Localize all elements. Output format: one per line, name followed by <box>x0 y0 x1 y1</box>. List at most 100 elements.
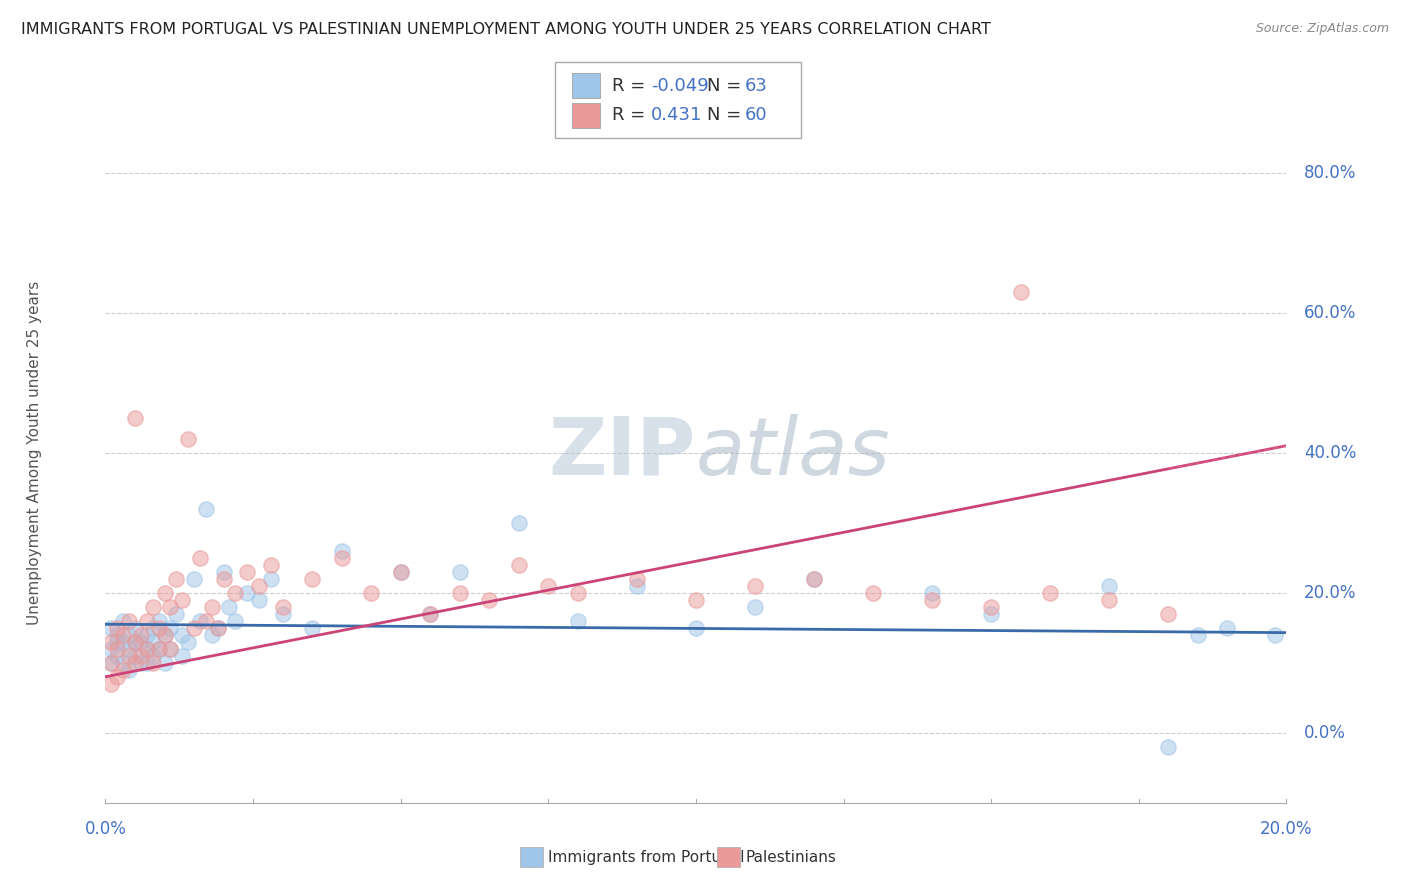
Point <box>153 628 176 642</box>
Point <box>685 592 707 607</box>
Point <box>626 572 648 586</box>
Point <box>148 641 170 656</box>
Point <box>201 599 224 614</box>
Point <box>142 656 165 670</box>
Text: R =: R = <box>612 106 645 124</box>
Text: R =: R = <box>612 77 645 95</box>
Point <box>172 628 194 642</box>
Point <box>862 586 884 600</box>
Point <box>100 677 122 691</box>
Point <box>224 586 246 600</box>
Point <box>1098 592 1121 607</box>
Text: 63: 63 <box>745 77 768 95</box>
Point <box>921 592 943 607</box>
Point <box>260 572 283 586</box>
Point <box>194 614 217 628</box>
Point <box>118 614 141 628</box>
Point <box>177 432 200 446</box>
Point <box>159 599 181 614</box>
Point <box>135 656 157 670</box>
Point <box>135 628 157 642</box>
Point <box>112 628 135 642</box>
Point <box>118 648 141 663</box>
Point <box>100 656 122 670</box>
Point <box>1187 628 1209 642</box>
Text: 0.0%: 0.0% <box>1305 723 1346 742</box>
Point <box>1098 579 1121 593</box>
Point <box>153 586 176 600</box>
Point <box>118 628 141 642</box>
Point <box>449 586 471 600</box>
Point <box>148 641 170 656</box>
Point <box>124 648 146 663</box>
Point <box>135 641 157 656</box>
Text: atlas: atlas <box>696 414 891 491</box>
Point <box>188 614 211 628</box>
Point <box>194 501 217 516</box>
Point <box>165 607 187 621</box>
Point <box>100 621 122 635</box>
Point <box>236 586 259 600</box>
Point <box>301 621 323 635</box>
Point <box>153 656 176 670</box>
Point <box>105 641 128 656</box>
Point <box>1157 607 1180 621</box>
Text: Immigrants from Portugal: Immigrants from Portugal <box>548 850 745 864</box>
Point <box>105 670 128 684</box>
Point <box>165 572 187 586</box>
Point <box>419 607 441 621</box>
Point <box>105 634 128 648</box>
Point <box>105 628 128 642</box>
Point <box>148 621 170 635</box>
Point <box>153 628 176 642</box>
Point <box>449 565 471 579</box>
Text: 0.0%: 0.0% <box>84 821 127 838</box>
Point <box>118 641 141 656</box>
Point <box>124 634 146 648</box>
Text: 40.0%: 40.0% <box>1305 443 1357 462</box>
Point <box>236 565 259 579</box>
Point <box>247 592 270 607</box>
Text: 60: 60 <box>745 106 768 124</box>
Point <box>271 607 294 621</box>
Point <box>803 572 825 586</box>
Point <box>1010 285 1032 299</box>
Point <box>159 641 181 656</box>
Text: IMMIGRANTS FROM PORTUGAL VS PALESTINIAN UNEMPLOYMENT AMONG YOUTH UNDER 25 YEARS : IMMIGRANTS FROM PORTUGAL VS PALESTINIAN … <box>21 22 991 37</box>
Point <box>129 656 152 670</box>
Point <box>159 621 181 635</box>
Text: Palestinians: Palestinians <box>745 850 837 864</box>
Point <box>419 607 441 621</box>
Text: 20.0%: 20.0% <box>1305 583 1357 602</box>
Text: 0.431: 0.431 <box>651 106 703 124</box>
Point <box>478 592 501 607</box>
Point <box>389 565 412 579</box>
Point <box>626 579 648 593</box>
Point <box>142 599 165 614</box>
Point <box>921 586 943 600</box>
Point <box>124 634 146 648</box>
Point <box>1157 739 1180 754</box>
Point <box>177 634 200 648</box>
Point <box>124 656 146 670</box>
Point <box>142 621 165 635</box>
Point <box>247 579 270 593</box>
Point <box>744 579 766 593</box>
Point <box>112 663 135 677</box>
Text: 60.0%: 60.0% <box>1305 303 1357 322</box>
Point <box>207 621 229 635</box>
Point <box>1264 628 1286 642</box>
Point <box>112 634 135 648</box>
Point <box>183 572 205 586</box>
Point <box>330 543 353 558</box>
Point <box>685 621 707 635</box>
Point <box>980 607 1002 621</box>
Point <box>212 572 235 586</box>
Point <box>100 656 122 670</box>
Point <box>803 572 825 586</box>
Point <box>172 592 194 607</box>
Point <box>744 599 766 614</box>
Point <box>112 656 135 670</box>
Point <box>537 579 560 593</box>
Point <box>118 663 141 677</box>
